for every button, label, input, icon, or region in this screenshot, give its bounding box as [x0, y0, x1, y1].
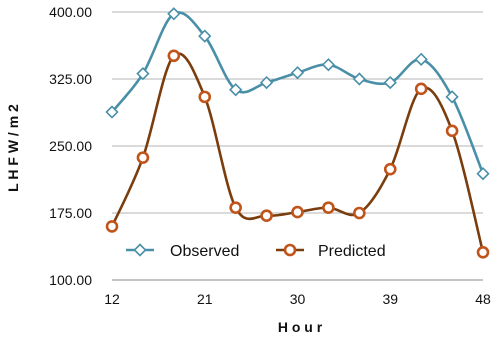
data-point-marker — [105, 220, 119, 233]
data-point-marker — [229, 201, 242, 214]
data-point-marker — [476, 246, 490, 259]
x-tick-label: 30 — [290, 291, 306, 307]
gridlines — [112, 11, 483, 281]
x-axis-title: H o u r — [278, 319, 323, 335]
x-tick-label: 48 — [475, 291, 491, 307]
data-point-marker — [133, 243, 147, 257]
y-tick-label: 175.00 — [49, 205, 92, 221]
y-tick-label: 250.00 — [49, 138, 92, 154]
data-point-marker — [198, 90, 212, 104]
data-point-marker — [321, 58, 336, 72]
x-tick-label: 21 — [197, 291, 213, 307]
series-line — [110, 52, 485, 253]
y-tick-label: 325.00 — [49, 71, 92, 87]
data-point-marker — [136, 151, 150, 164]
x-tick-label: 12 — [104, 291, 120, 307]
data-point-marker — [290, 66, 305, 80]
data-point-marker — [291, 205, 304, 219]
y-axis-title: L H F W / m 2 — [5, 104, 21, 192]
legend: Observed Predicted — [126, 243, 386, 260]
data-point-marker — [260, 209, 273, 222]
series-line — [110, 11, 485, 175]
data-point-marker — [383, 75, 397, 90]
series-observed — [105, 7, 490, 181]
data-point-marker — [283, 243, 297, 257]
data-point-marker — [198, 29, 212, 43]
data-point-marker — [445, 124, 459, 138]
x-axis-ticks: 12 21 30 39 48 — [104, 291, 491, 307]
legend-item-observed: Observed — [126, 243, 239, 260]
data-point-marker — [322, 201, 335, 214]
data-point-marker — [167, 49, 181, 63]
x-tick-label: 39 — [382, 291, 398, 307]
data-point-marker — [414, 82, 428, 96]
data-point-marker — [445, 90, 459, 104]
data-point-marker — [353, 206, 366, 220]
data-point-marker — [414, 52, 428, 66]
data-point-marker — [105, 105, 119, 119]
data-point-marker — [167, 7, 181, 21]
legend-item-predicted: Predicted — [276, 243, 386, 260]
y-axis-ticks: 100.00 175.00 250.00 325.00 400.00 — [49, 4, 92, 288]
y-tick-label: 100.00 — [49, 272, 92, 288]
data-point-marker — [352, 72, 366, 86]
series — [105, 7, 490, 259]
data-point-marker — [383, 162, 397, 176]
data-point-marker — [476, 167, 490, 181]
data-point-marker — [136, 67, 150, 81]
legend-label: Predicted — [318, 243, 386, 260]
y-tick-label: 400.00 — [49, 4, 92, 20]
data-point-marker — [229, 83, 243, 97]
series-predicted — [105, 49, 490, 259]
data-point-marker — [259, 75, 274, 90]
legend-label: Observed — [170, 243, 239, 260]
